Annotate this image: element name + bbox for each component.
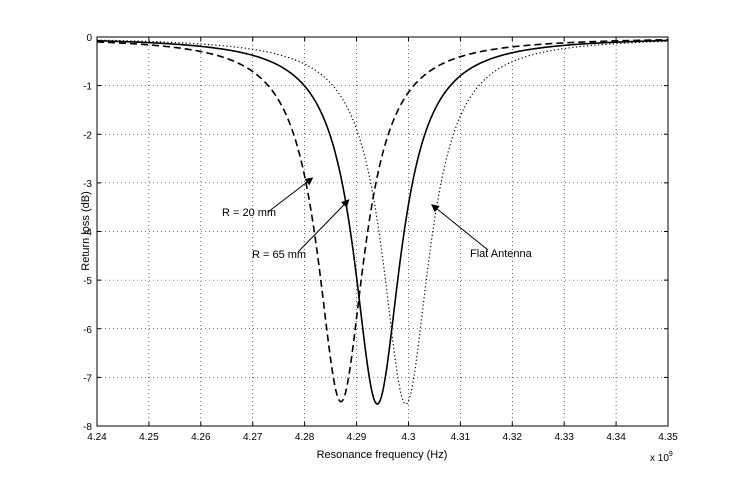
x-tick-label: 4.35: [658, 432, 678, 443]
x-tick-label: 4.33: [554, 432, 574, 443]
y-tick-label: 0: [86, 33, 92, 44]
series-dotted-line: [96, 39, 669, 405]
x-tick-label: 4.34: [606, 432, 626, 443]
series-dashed-line: [96, 38, 669, 403]
y-axis-label: Return loss (dB): [80, 191, 92, 270]
annotation-label: R = 20 mm: [222, 207, 276, 219]
x-tick-label: 4.28: [295, 432, 315, 443]
y-tick-label: -8: [83, 422, 92, 433]
annotation-arrow: [431, 204, 489, 251]
axis-ticks: 4.24 4.25 4.26 4.27 4.28 4.29 4.3 4.31 4.32 4.33 4…: [83, 33, 678, 443]
y-tick-label: -7: [83, 373, 92, 384]
y-tick-label: -2: [83, 130, 92, 141]
x-tick-label: 4.27: [243, 432, 263, 443]
series-group: [96, 38, 669, 405]
x-multiplier-exponent: 9: [669, 451, 673, 458]
grid-lines: [97, 37, 668, 426]
x-tick-label: 4.32: [503, 432, 523, 443]
annotation-label: R = 65 mm: [252, 249, 306, 261]
x-tick-label: 4.24: [87, 432, 107, 443]
x-tick-label: 4.25: [139, 432, 159, 443]
x-multiplier-base: x 10: [650, 453, 669, 464]
series-solid-line: [96, 39, 669, 405]
y-tick-label: -1: [83, 82, 92, 93]
x-multiplier: x 109: [650, 451, 673, 464]
annotation-label: Flat Antenna: [470, 248, 533, 260]
x-tick-label: 4.29: [347, 432, 367, 443]
annotations-group: R = 20 mm R = 65 mm Flat Antenna: [222, 177, 533, 261]
annotation-arrow: [267, 177, 314, 213]
y-tick-label: -5: [83, 276, 92, 287]
x-tick-label: 4.31: [451, 432, 471, 443]
y-tick-label: -6: [83, 325, 92, 336]
x-axis-label: Resonance frequency (Hz): [317, 449, 448, 461]
plot-frame: [96, 36, 669, 427]
x-tick-label: 4.3: [402, 432, 416, 443]
x-tick-label: 4.26: [191, 432, 211, 443]
y-tick-label: -3: [83, 179, 92, 190]
y-tick-label: -4: [83, 228, 92, 239]
annotation-arrow: [297, 199, 350, 253]
